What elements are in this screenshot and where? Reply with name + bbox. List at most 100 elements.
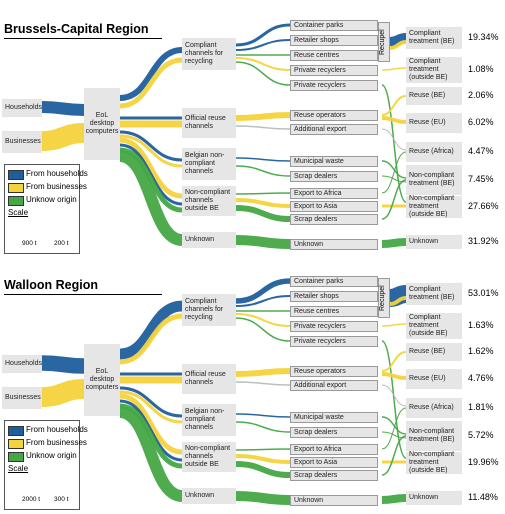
flow: [381, 407, 407, 450]
flow: [381, 323, 407, 327]
recupel-box: Recupel: [378, 22, 390, 62]
destination-box: Private recyclers: [290, 65, 378, 76]
outcome-share: 7.45%: [468, 174, 494, 184]
flow: [119, 393, 183, 455]
flow: [119, 386, 183, 418]
flow: [235, 368, 291, 377]
outcome-share: 2.06%: [468, 90, 494, 100]
destination-box: Scrap dealers: [290, 427, 378, 438]
destination-box: Container parks: [290, 276, 378, 287]
flow: [381, 372, 407, 380]
destination-box: Additional export: [290, 124, 378, 135]
flow: [119, 300, 183, 360]
flow: [381, 175, 407, 183]
outcome-share: 1.81%: [468, 402, 494, 412]
destination-box: Private recyclers: [290, 80, 378, 91]
channel-box: Unknown: [182, 488, 236, 504]
flow: [389, 40, 407, 50]
outcome-box: Reuse (EU): [406, 369, 462, 389]
destination-box: Unknown: [290, 239, 378, 250]
channel-box: Unknown: [182, 232, 236, 248]
flow: [381, 351, 407, 372]
flow: [235, 235, 291, 249]
outcome-box: Non-compliant treatment (outside BE): [406, 195, 462, 218]
outcome-share: 53.01%: [468, 288, 499, 298]
flow: [381, 384, 407, 407]
flow: [235, 454, 291, 464]
channel-box: Belgian non-compliant channels: [182, 148, 236, 180]
flow: [235, 192, 291, 195]
flow: [235, 461, 291, 478]
flow: [119, 399, 183, 462]
destination-box: Scrap dealers: [290, 171, 378, 182]
flow: [381, 151, 407, 194]
flow: [235, 381, 291, 386]
destination-box: Private recyclers: [290, 336, 378, 347]
flow: [381, 416, 407, 435]
legend-swatch: [8, 196, 24, 206]
destination-box: Export to Africa: [290, 188, 378, 199]
destination-box: Export to Asia: [290, 201, 378, 212]
flow: [235, 112, 291, 121]
flow: [381, 160, 407, 179]
flow: [41, 101, 85, 116]
channel-box: Official reuse channels: [182, 364, 236, 394]
outcome-share: 27.66%: [468, 201, 499, 211]
destination-box: Reuse operators: [290, 366, 378, 377]
flow: [235, 39, 291, 51]
flow: [235, 198, 291, 208]
region-title: Walloon Region: [4, 278, 162, 295]
flow: [381, 435, 407, 476]
destination-box: Reuse centres: [290, 306, 378, 317]
flow: [235, 295, 291, 307]
source-box: Households: [2, 355, 42, 373]
hub-box: EoL desktop computers: [84, 88, 120, 160]
destination-box: Export to Asia: [290, 457, 378, 468]
legend-swatch: [8, 183, 24, 193]
outcome-box: Unknown: [406, 491, 462, 505]
legend-swatch: [8, 426, 24, 436]
flow: [235, 57, 291, 71]
flow: [41, 379, 85, 407]
flow: [389, 33, 407, 47]
hub-box: EoL desktop computers: [84, 344, 120, 416]
flow: [235, 23, 291, 47]
legend-label: From businesses: [26, 438, 87, 447]
flow: [235, 491, 291, 505]
destination-box: Scrap dealers: [290, 470, 378, 481]
scale-label: Scale: [8, 464, 29, 473]
outcome-box: Compliant treatment (BE): [406, 283, 462, 305]
flow: [381, 95, 407, 116]
flow: [119, 390, 183, 424]
channel-box: Non-compliant channels outside BE: [182, 442, 236, 472]
outcome-share: 4.47%: [468, 146, 494, 156]
flow: [235, 165, 291, 177]
channel-box: Non-compliant channels outside BE: [182, 186, 236, 216]
flow: [235, 448, 291, 451]
outcome-share: 1.08%: [468, 64, 494, 74]
source-box: Businesses: [2, 131, 42, 153]
outcome-share: 31.92%: [468, 236, 499, 246]
source-box: Businesses: [2, 387, 42, 409]
legend-label: Unknow origin: [26, 195, 77, 204]
destination-box: Additional export: [290, 380, 378, 391]
legend-swatch: [8, 170, 24, 180]
outcome-share: 1.63%: [468, 320, 494, 330]
flow: [235, 313, 291, 327]
flow: [381, 340, 407, 459]
destination-box: Municipal waste: [290, 156, 378, 167]
flow: [118, 406, 184, 502]
flow: [381, 116, 407, 124]
flow: [118, 150, 184, 246]
outcome-share: 6.02%: [468, 117, 494, 127]
flow: [381, 494, 407, 504]
legend-label: Unknow origin: [26, 451, 77, 460]
destination-box: Scrap dealers: [290, 214, 378, 225]
destination-box: Export to Africa: [290, 444, 378, 455]
outcome-share: 19.34%: [468, 32, 499, 42]
outcome-box: Non-compliant treatment (outside BE): [406, 451, 462, 474]
legend-swatch: [8, 452, 24, 462]
outcome-box: Compliant treatment (outside BE): [406, 313, 462, 339]
destination-box: Reuse centres: [290, 50, 378, 61]
